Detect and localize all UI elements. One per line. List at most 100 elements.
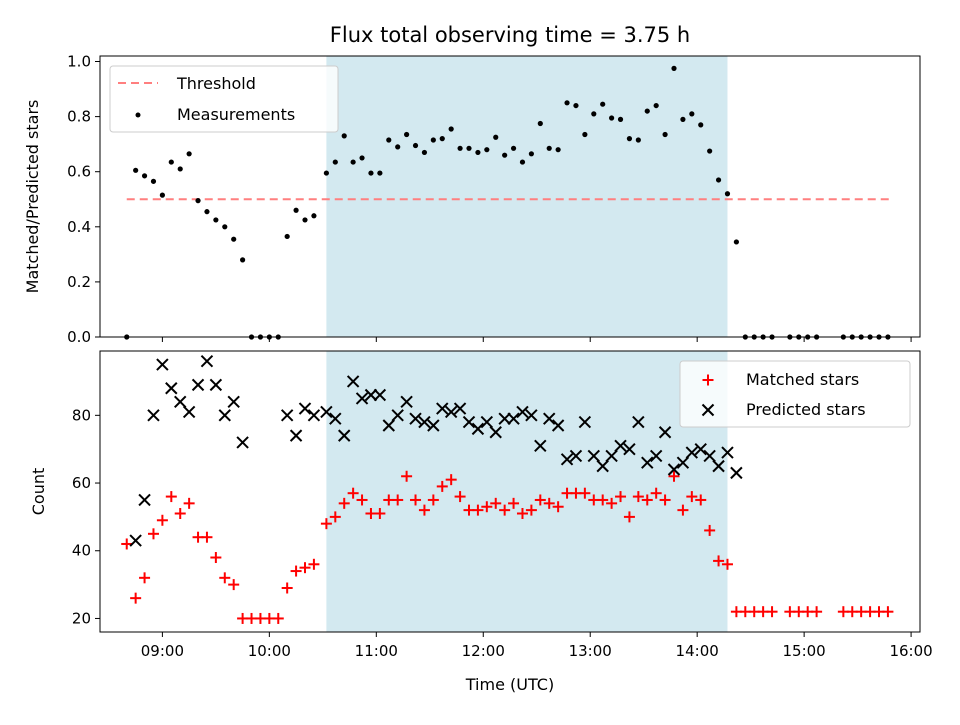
matched-star-point bbox=[686, 491, 698, 503]
measurement-point bbox=[707, 148, 713, 154]
predicted-star-point-b bbox=[694, 442, 707, 456]
predicted-star-point-b bbox=[373, 388, 387, 402]
measurement-point bbox=[141, 173, 148, 179]
predicted-star-point bbox=[391, 409, 404, 422]
predicted-star-point-b bbox=[320, 405, 333, 419]
matched-star-point bbox=[329, 511, 341, 523]
measurement-point bbox=[653, 102, 659, 109]
bottom-axes-frame bbox=[99, 350, 921, 633]
matched-star-point bbox=[490, 497, 502, 509]
measurement-point bbox=[555, 147, 561, 153]
predicted-star-point bbox=[489, 426, 502, 439]
predicted-star-point-b bbox=[641, 456, 654, 469]
predicted-star-point bbox=[418, 415, 431, 429]
measurement-point bbox=[626, 136, 633, 142]
predicted-star-point bbox=[338, 429, 351, 442]
predicted-star-point-b bbox=[587, 449, 600, 463]
predicted-star-point-b bbox=[444, 405, 458, 419]
matched-star-point bbox=[615, 491, 627, 503]
measurement-point bbox=[159, 192, 165, 198]
predicted-star-point-b bbox=[218, 409, 231, 422]
matched-star-point bbox=[272, 612, 284, 624]
predicted-star-point-b bbox=[129, 534, 142, 547]
measurement-point bbox=[537, 120, 543, 127]
matched-star-point bbox=[281, 582, 293, 594]
predicted-star-point bbox=[355, 392, 369, 405]
predicted-star-point-b bbox=[605, 449, 618, 463]
predicted-star-point-b bbox=[382, 419, 395, 432]
predicted-star-point-b bbox=[551, 419, 565, 432]
measurement-point bbox=[133, 167, 139, 173]
bottom-y-tick-label: 40 bbox=[72, 542, 91, 560]
measurement-point bbox=[404, 131, 410, 138]
measurement-point bbox=[484, 147, 490, 153]
predicted-star-point-b bbox=[165, 382, 178, 395]
matched-star-point bbox=[632, 491, 644, 503]
predicted-star-point-b bbox=[507, 412, 520, 425]
measurement-point bbox=[519, 159, 526, 165]
bottom-panel: 20 40 60 80 09:00 10:00 11:00 12:00 13:00 14:00 1… bbox=[29, 350, 933, 694]
matched-star-point bbox=[811, 606, 823, 618]
matched-star-point bbox=[308, 558, 320, 570]
top-x-tick-marks bbox=[161, 337, 912, 342]
matched-stars-group bbox=[121, 470, 894, 624]
measurement-point bbox=[195, 198, 201, 204]
matched-star-point bbox=[445, 474, 457, 486]
predicted-star-point-b bbox=[489, 426, 502, 439]
measurement-point bbox=[421, 149, 428, 156]
matched-star-point bbox=[338, 497, 350, 509]
predicted-star-point bbox=[147, 409, 160, 422]
predicted-star-point bbox=[329, 412, 342, 425]
matched-star-point bbox=[481, 501, 493, 513]
predicted-star-point bbox=[289, 429, 303, 442]
matched-star-point bbox=[650, 487, 662, 499]
measurement-point bbox=[715, 177, 722, 183]
predicted-star-point bbox=[471, 422, 485, 436]
measurement-point bbox=[546, 145, 552, 151]
matched-star-point bbox=[882, 606, 894, 618]
matched-legend-swatch bbox=[702, 374, 714, 386]
bottom-legend-box bbox=[679, 360, 911, 428]
matched-star-point bbox=[374, 508, 386, 520]
measurement-point bbox=[724, 191, 731, 197]
matched-star-point bbox=[183, 497, 195, 509]
x-tick-label: 12:00 bbox=[462, 642, 505, 660]
measurement-point bbox=[448, 126, 454, 132]
predicted-star-point bbox=[462, 415, 476, 429]
predicted-star-point bbox=[685, 446, 699, 459]
matched-legend-label: Matched stars bbox=[746, 370, 859, 389]
matched-star-point bbox=[121, 538, 133, 550]
top-y-tick-label: 0.6 bbox=[67, 163, 91, 181]
top-y-tick-label: 0.8 bbox=[67, 108, 91, 126]
predicted-star-point bbox=[453, 402, 467, 415]
predicted-star-point-b bbox=[462, 415, 476, 429]
predicted-star-point bbox=[373, 388, 387, 402]
x-tick-label: 16:00 bbox=[889, 642, 932, 660]
predicted-star-point-b bbox=[578, 415, 592, 429]
measurement-point bbox=[412, 142, 419, 149]
predicted-star-point bbox=[730, 466, 743, 480]
predicted-star-point bbox=[298, 402, 312, 415]
predicted-star-point bbox=[578, 415, 592, 429]
measurement-point bbox=[368, 170, 374, 176]
matched-star-point bbox=[320, 518, 332, 530]
matched-star-point bbox=[516, 508, 528, 520]
matched-star-point bbox=[401, 470, 413, 482]
measurement-point bbox=[493, 134, 499, 140]
matched-star-point bbox=[641, 494, 653, 506]
measurement-point bbox=[564, 100, 570, 106]
measurement-point bbox=[510, 145, 517, 151]
predicted-star-point-b bbox=[436, 402, 449, 415]
measurement-point bbox=[635, 137, 641, 143]
measurement-point bbox=[341, 133, 347, 139]
measurement-point bbox=[475, 149, 481, 156]
matched-star-point bbox=[356, 494, 368, 506]
predicted-star-point bbox=[498, 412, 511, 425]
predicted-star-point bbox=[721, 446, 734, 459]
measurement-point bbox=[582, 131, 588, 138]
predicted-star-point bbox=[382, 419, 395, 432]
matched-star-point bbox=[210, 552, 222, 564]
bottom-x-ticks: 09:00 10:00 11:00 12:00 13:00 14:00 15:00 16:00 bbox=[141, 632, 933, 660]
top-y-ticks: 0.0 0.2 0.4 0.6 0.8 1.0 bbox=[67, 53, 100, 346]
matched-star-point bbox=[525, 504, 537, 516]
